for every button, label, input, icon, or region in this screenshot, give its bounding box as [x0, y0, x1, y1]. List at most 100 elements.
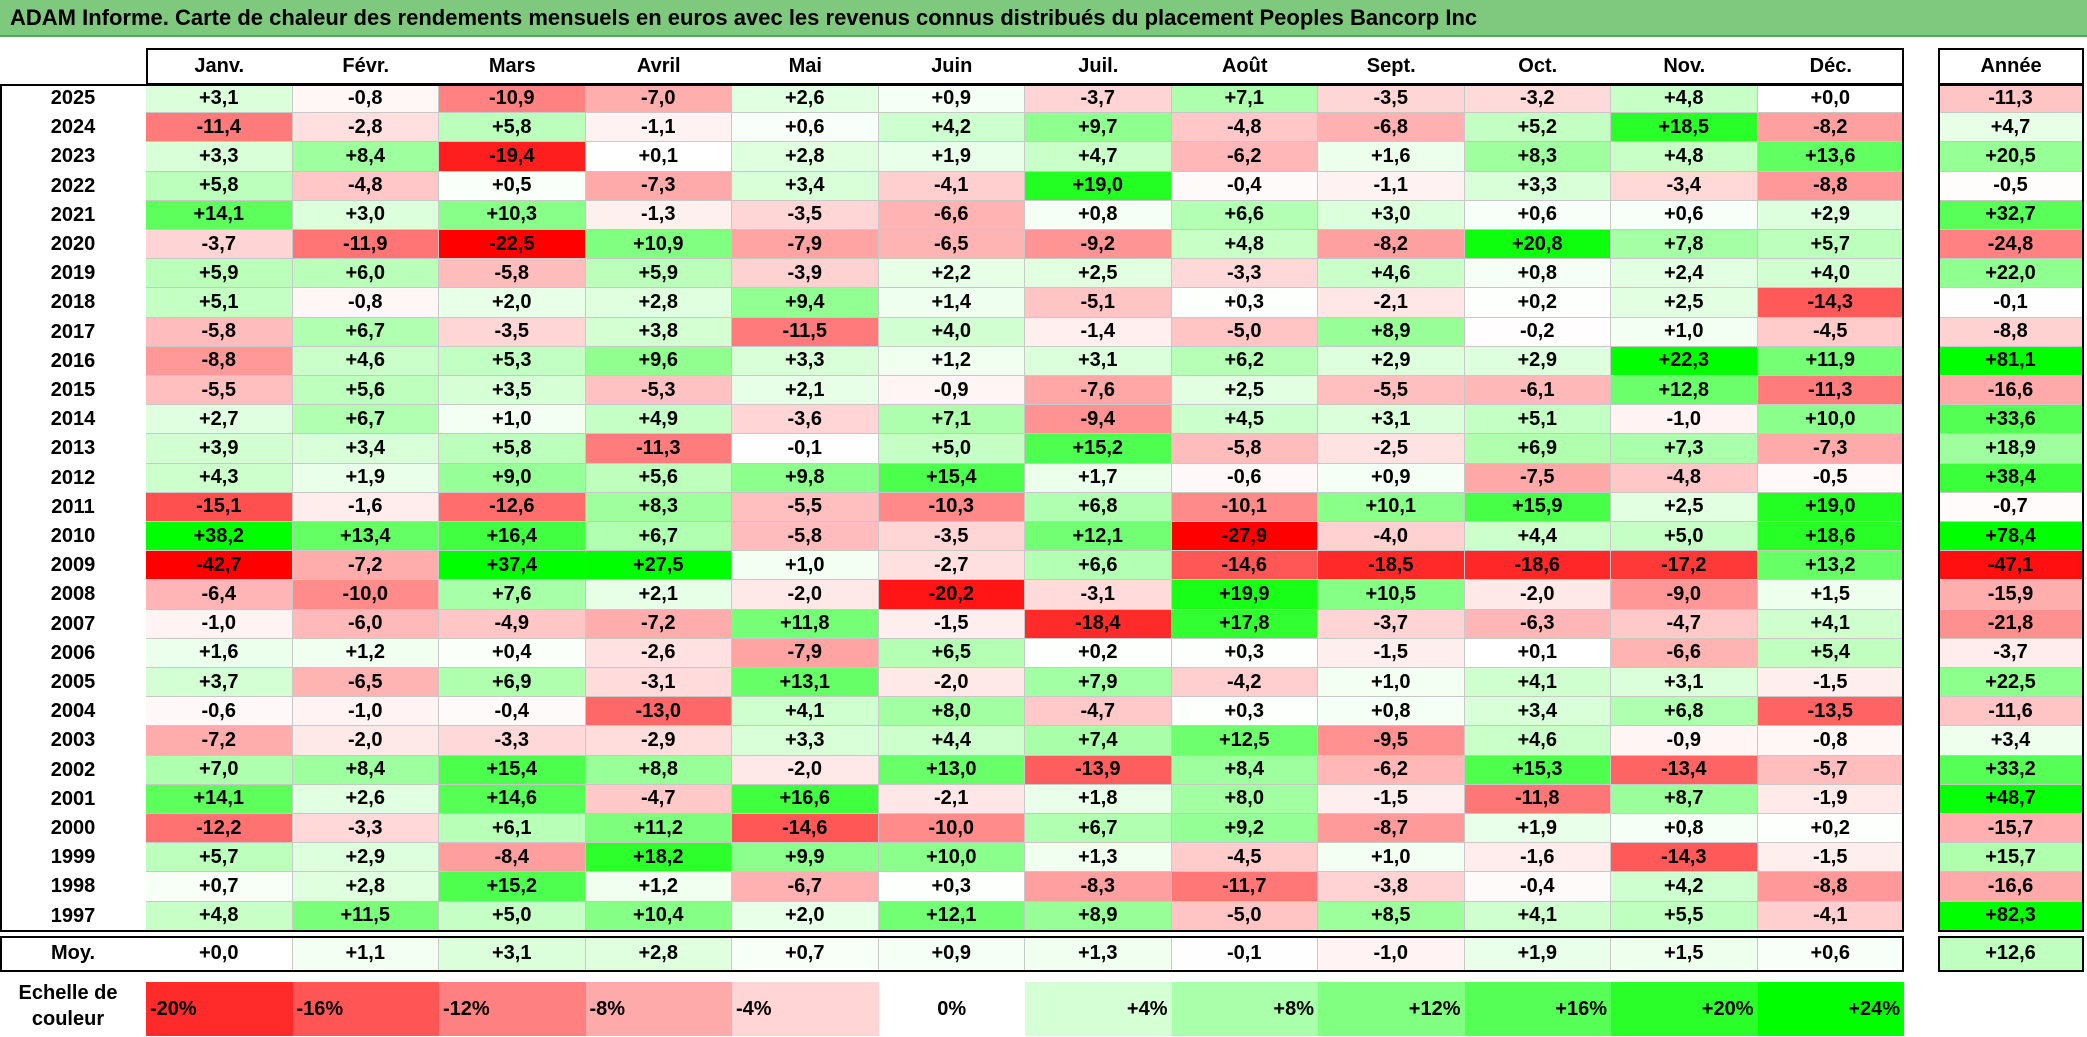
- heatmap-cell: +2,5: [1171, 376, 1318, 406]
- heatmap-cell: +20,8: [1464, 230, 1611, 260]
- heatmap-cell: +7,8: [1611, 230, 1758, 260]
- heatmap-cell: +2,9: [1464, 346, 1611, 376]
- heatmap-cell: +2,6: [292, 784, 439, 814]
- average-cell: +0,6: [1757, 935, 1904, 972]
- heatmap-cell: -4,5: [1757, 317, 1904, 347]
- heatmap-cell: +6,7: [292, 317, 439, 347]
- heatmap-cell: -0,6: [146, 697, 293, 727]
- heatmap-cell: -1,5: [1757, 843, 1904, 873]
- heatmap-cell: -3,5: [439, 317, 586, 347]
- heatmap-cell: +0,3: [1171, 288, 1318, 318]
- heatmap-cell: -0,9: [1611, 726, 1758, 756]
- heatmap-cell: +2,0: [732, 901, 879, 931]
- heatmap-cell: +4,7: [1025, 142, 1172, 172]
- heatmap-cell: +0,6: [732, 113, 879, 143]
- heatmap-cell: +6,9: [439, 668, 586, 698]
- heatmap-cell: +4,2: [878, 113, 1025, 143]
- heatmap-cell: +8,9: [1318, 317, 1465, 347]
- heatmap-cell: -1,0: [146, 609, 293, 639]
- heatmap-cell: +2,5: [1611, 288, 1758, 318]
- heatmap-cell: +14,6: [439, 784, 586, 814]
- column-header: Juin: [878, 48, 1025, 84]
- heatmap-cell: +3,4: [732, 171, 879, 201]
- year-label: 1998: [0, 872, 146, 902]
- column-header: Oct.: [1464, 48, 1611, 84]
- heatmap-cell: +17,8: [1171, 609, 1318, 639]
- heatmap-cell: -0,9: [878, 376, 1025, 406]
- heatmap-cell: +9,2: [1171, 814, 1318, 844]
- heatmap-cell: -2,6: [585, 638, 732, 668]
- heatmap-cell: +4,1: [1757, 609, 1904, 639]
- heatmap-cell: +3,0: [1318, 200, 1465, 230]
- heatmap-cell: +8,3: [1464, 142, 1611, 172]
- heatmap-cell: +18,2: [585, 843, 732, 873]
- heatmap-cell: +3,3: [1464, 171, 1611, 201]
- heatmap-cell: -6,4: [146, 580, 293, 610]
- year-label: 2019: [0, 259, 146, 289]
- heatmap-cell: -8,8: [1757, 171, 1904, 201]
- heatmap-cell: +2,1: [585, 580, 732, 610]
- heatmap-cell: -7,2: [585, 609, 732, 639]
- heatmap-cell: -2,0: [732, 580, 879, 610]
- heatmap-cell: -6,5: [878, 230, 1025, 260]
- heatmap-cell: -7,3: [1757, 434, 1904, 464]
- heatmap-cell: +14,1: [146, 784, 293, 814]
- column-header: Févr.: [292, 48, 439, 84]
- year-label: 2005: [0, 668, 146, 698]
- heatmap-cell: +4,2: [1611, 872, 1758, 902]
- heatmap-cell: -5,8: [439, 259, 586, 289]
- heatmap-cell: -3,4: [1611, 171, 1758, 201]
- heatmap-cell: +37,4: [439, 551, 586, 581]
- heatmap-cell: +2,9: [292, 843, 439, 873]
- year-label: 2023: [0, 142, 146, 172]
- heatmap-cell: +3,5: [439, 376, 586, 406]
- heatmap-cell: +15,4: [878, 463, 1025, 493]
- annual-cell: -47,1: [1938, 551, 2084, 581]
- heatmap-cell: +4,5: [1171, 405, 1318, 435]
- annual-cell: +22,0: [1938, 259, 2084, 289]
- annual-header: Année: [1938, 48, 2084, 84]
- heatmap-cell: +0,1: [585, 142, 732, 172]
- heatmap-cell: -2,8: [292, 113, 439, 143]
- heatmap-cell: -0,8: [292, 84, 439, 114]
- heatmap-cell: -18,4: [1025, 609, 1172, 639]
- column-header: Juil.: [1025, 48, 1172, 84]
- year-label: 2002: [0, 755, 146, 785]
- column-header: Sept.: [1318, 48, 1465, 84]
- heatmap-cell: +1,9: [1464, 814, 1611, 844]
- heatmap-cell: -4,7: [1025, 697, 1172, 727]
- heatmap-cell: +4,1: [1464, 668, 1611, 698]
- heatmap-cell: -0,4: [1464, 872, 1611, 902]
- heatmap-cell: +2,5: [1611, 492, 1758, 522]
- heatmap-cell: +3,9: [146, 434, 293, 464]
- heatmap-cell: -5,5: [732, 492, 879, 522]
- annual-cell: +82,3: [1938, 901, 2084, 931]
- heatmap-cell: -20,2: [878, 580, 1025, 610]
- heatmap-cell: -2,0: [878, 668, 1025, 698]
- heatmap-cell: +8,8: [585, 755, 732, 785]
- heatmap-cell: +2,0: [439, 288, 586, 318]
- heatmap-cell: +11,5: [292, 901, 439, 931]
- heatmap-cell: +11,8: [732, 609, 879, 639]
- average-cell: +1,1: [292, 935, 439, 972]
- heatmap-cell: -5,7: [1757, 755, 1904, 785]
- year-label: 2018: [0, 288, 146, 318]
- year-label: 2003: [0, 726, 146, 756]
- heatmap-cell: +2,7: [146, 405, 293, 435]
- heatmap-cell: +2,8: [585, 288, 732, 318]
- heatmap-cell: -1,9: [1757, 784, 1904, 814]
- heatmap-cell: -18,6: [1464, 551, 1611, 581]
- heatmap-cell: +8,4: [292, 755, 439, 785]
- average-label: Moy.: [0, 935, 146, 972]
- average-cell: +3,1: [439, 935, 586, 972]
- heatmap-cell: +4,8: [1171, 230, 1318, 260]
- heatmap-cell: +4,6: [1464, 726, 1611, 756]
- heatmap-cell: +3,1: [146, 84, 293, 114]
- year-label: 2024: [0, 113, 146, 143]
- heatmap-cell: +6,9: [1464, 434, 1611, 464]
- heatmap-cell: +11,2: [585, 814, 732, 844]
- heatmap-cell: -6,8: [1318, 113, 1465, 143]
- heatmap-cell: -10,1: [1171, 492, 1318, 522]
- annual-cell: -24,8: [1938, 230, 2084, 260]
- heatmap-cell: +0,1: [1464, 638, 1611, 668]
